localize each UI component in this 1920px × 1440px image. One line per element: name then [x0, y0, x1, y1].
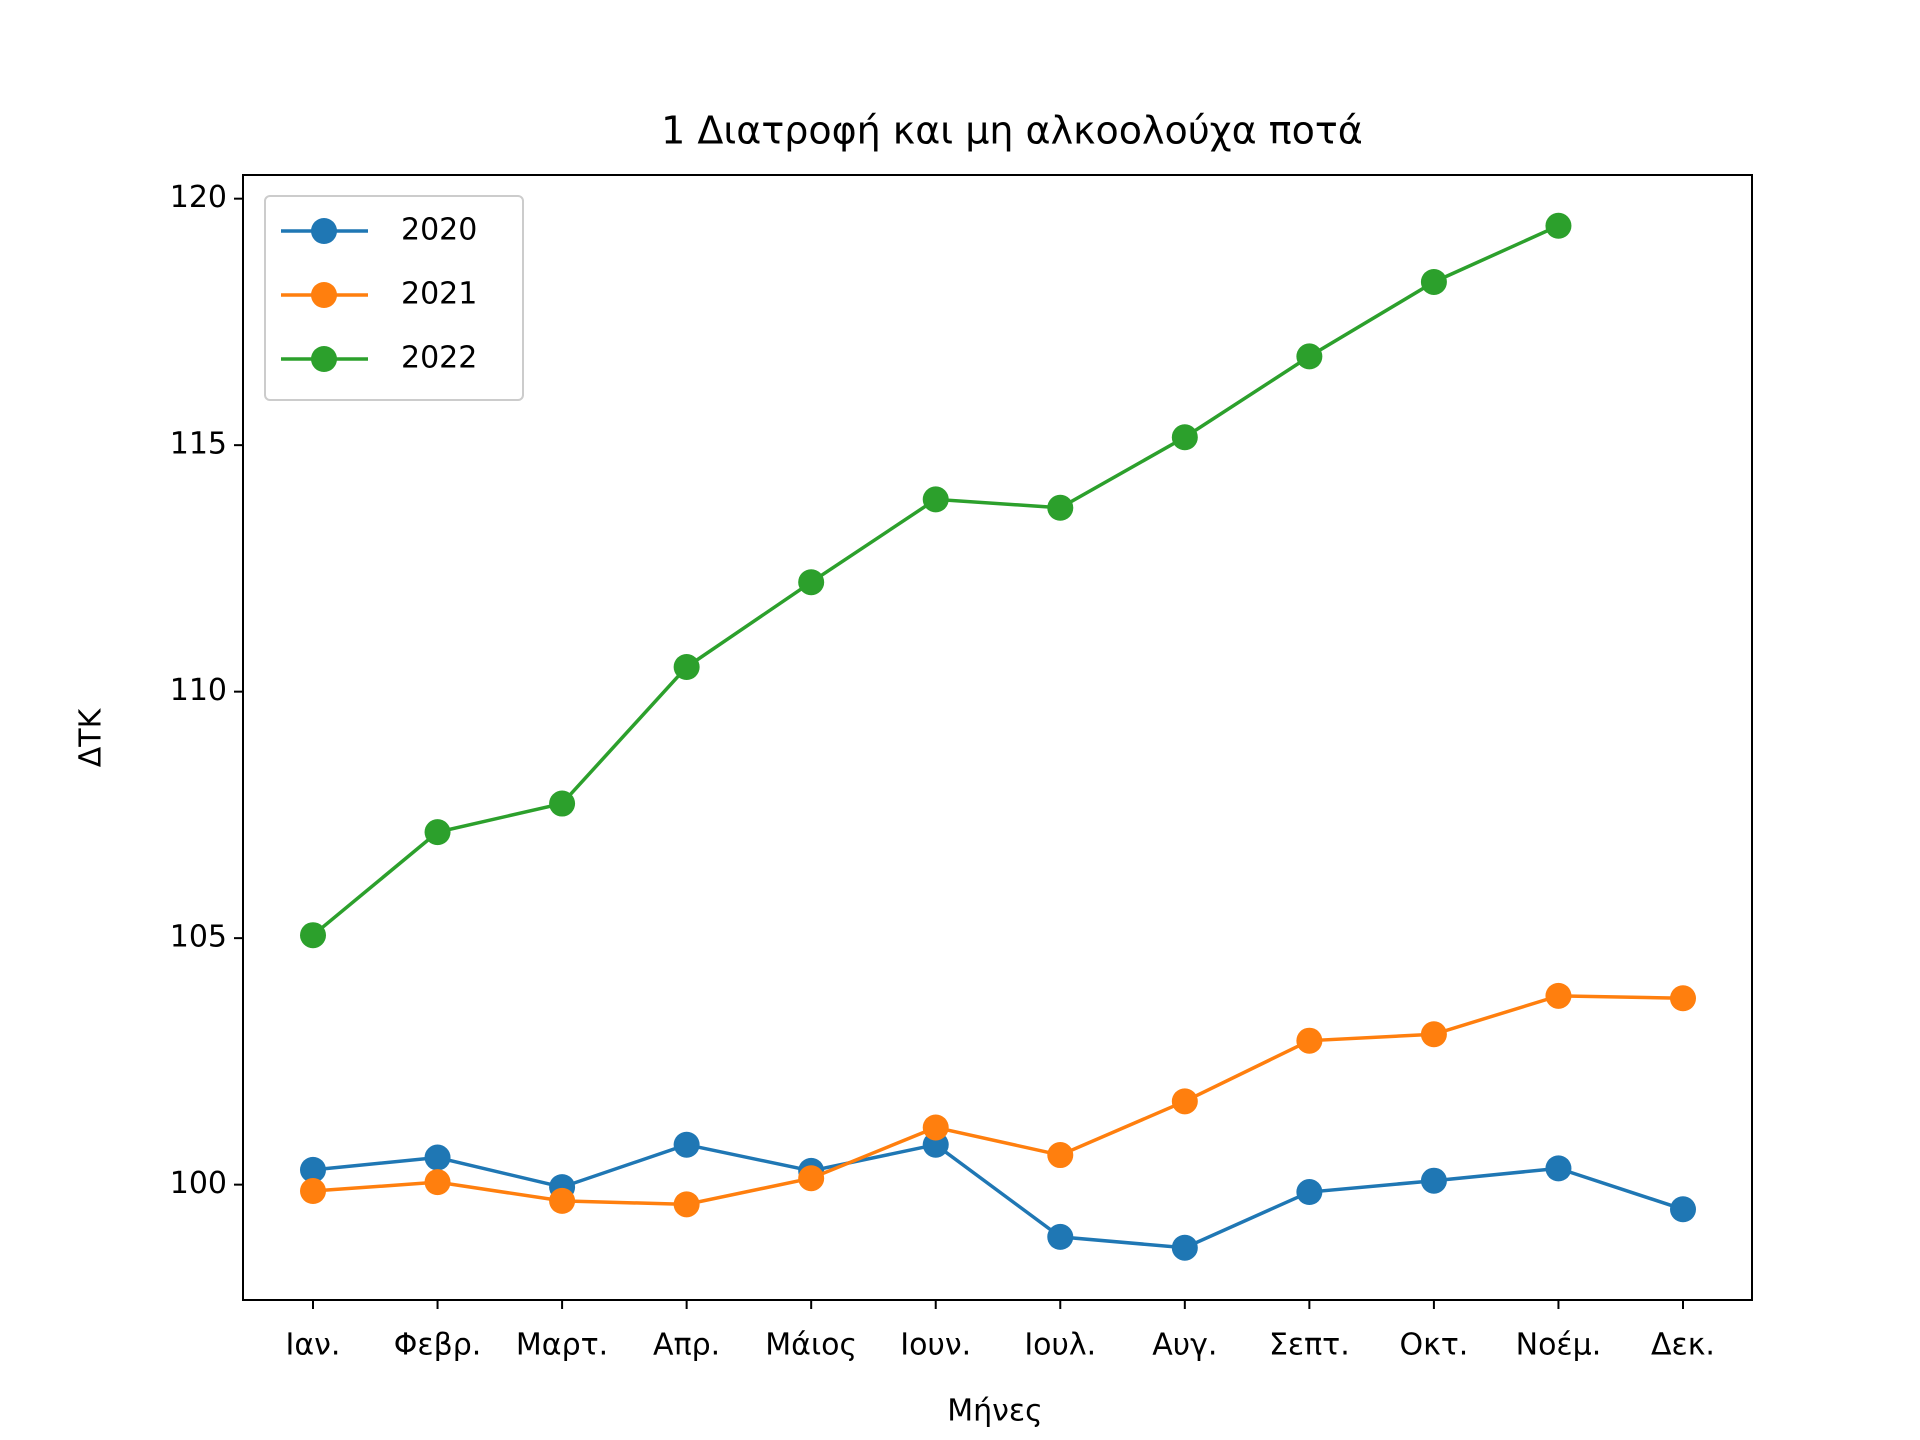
point — [424, 1144, 451, 1171]
point — [673, 654, 700, 681]
legend: 2020 2021 2022 — [264, 195, 524, 401]
x-tick-label: Ιαν. — [286, 1328, 341, 1363]
series-line — [312, 994, 1684, 1207]
x-axis-label: Μήνες — [947, 1394, 1042, 1429]
point — [1545, 1155, 1572, 1182]
point — [1047, 1142, 1074, 1169]
point — [549, 1187, 576, 1214]
point — [673, 1191, 700, 1218]
y-tick-label: 110 — [170, 673, 227, 708]
point — [1296, 1179, 1323, 1206]
point — [1670, 1196, 1696, 1223]
point — [1670, 985, 1696, 1012]
point — [673, 1131, 700, 1158]
point — [1420, 1021, 1447, 1048]
y-tick-label: 120 — [170, 180, 227, 215]
point — [1545, 982, 1572, 1009]
x-tick-label: Μαρτ. — [516, 1328, 608, 1363]
point — [549, 790, 576, 817]
legend-marker — [311, 218, 337, 244]
y-tick-label: 100 — [170, 1166, 227, 1201]
point — [300, 1178, 326, 1205]
point — [922, 486, 949, 513]
point — [1296, 343, 1323, 370]
legend-label: 2021 — [401, 277, 477, 312]
y-tick-label: 115 — [170, 427, 227, 462]
y-tick-label: 105 — [170, 920, 227, 955]
legend-marker — [311, 346, 337, 372]
point — [798, 1165, 825, 1192]
x-tick-label: Φεβρ. — [394, 1328, 482, 1363]
point — [1047, 1223, 1074, 1250]
point — [1420, 1167, 1447, 1194]
point — [1171, 424, 1198, 451]
point — [1420, 268, 1447, 295]
x-tick-label: Μάιος — [765, 1328, 857, 1363]
x-tick-label: Αυγ. — [1152, 1328, 1217, 1363]
plot-frame — [242, 174, 1753, 1301]
x-tick-label: Σεπτ. — [1269, 1328, 1350, 1363]
chart-title: 1 Διατροφή και μη αλκοολούχα ποτά — [661, 109, 1363, 153]
point — [1047, 494, 1074, 521]
x-tick-label: Νοέμ. — [1516, 1328, 1602, 1363]
point — [1545, 212, 1572, 239]
point — [798, 569, 825, 596]
point — [424, 819, 451, 846]
x-tick-label: Οκτ. — [1399, 1328, 1468, 1363]
x-tick-label: Ιουλ. — [1024, 1328, 1096, 1363]
legend-label: 2022 — [401, 341, 477, 376]
legend-label: 2020 — [401, 213, 477, 248]
point — [300, 922, 326, 949]
x-tick-label: Απρ. — [653, 1328, 720, 1363]
point — [1171, 1088, 1198, 1115]
x-tick-label: Ιουν. — [900, 1328, 971, 1363]
point — [1171, 1234, 1198, 1261]
y-axis-label: ΔΤΚ — [74, 707, 109, 767]
point — [300, 1156, 326, 1183]
point — [424, 1169, 451, 1196]
x-tick-label: Δεκ. — [1651, 1328, 1715, 1363]
legend-box — [264, 195, 524, 401]
point — [922, 1114, 949, 1141]
point — [1296, 1027, 1323, 1054]
series-line — [312, 1142, 1684, 1250]
legend-marker — [311, 282, 337, 308]
